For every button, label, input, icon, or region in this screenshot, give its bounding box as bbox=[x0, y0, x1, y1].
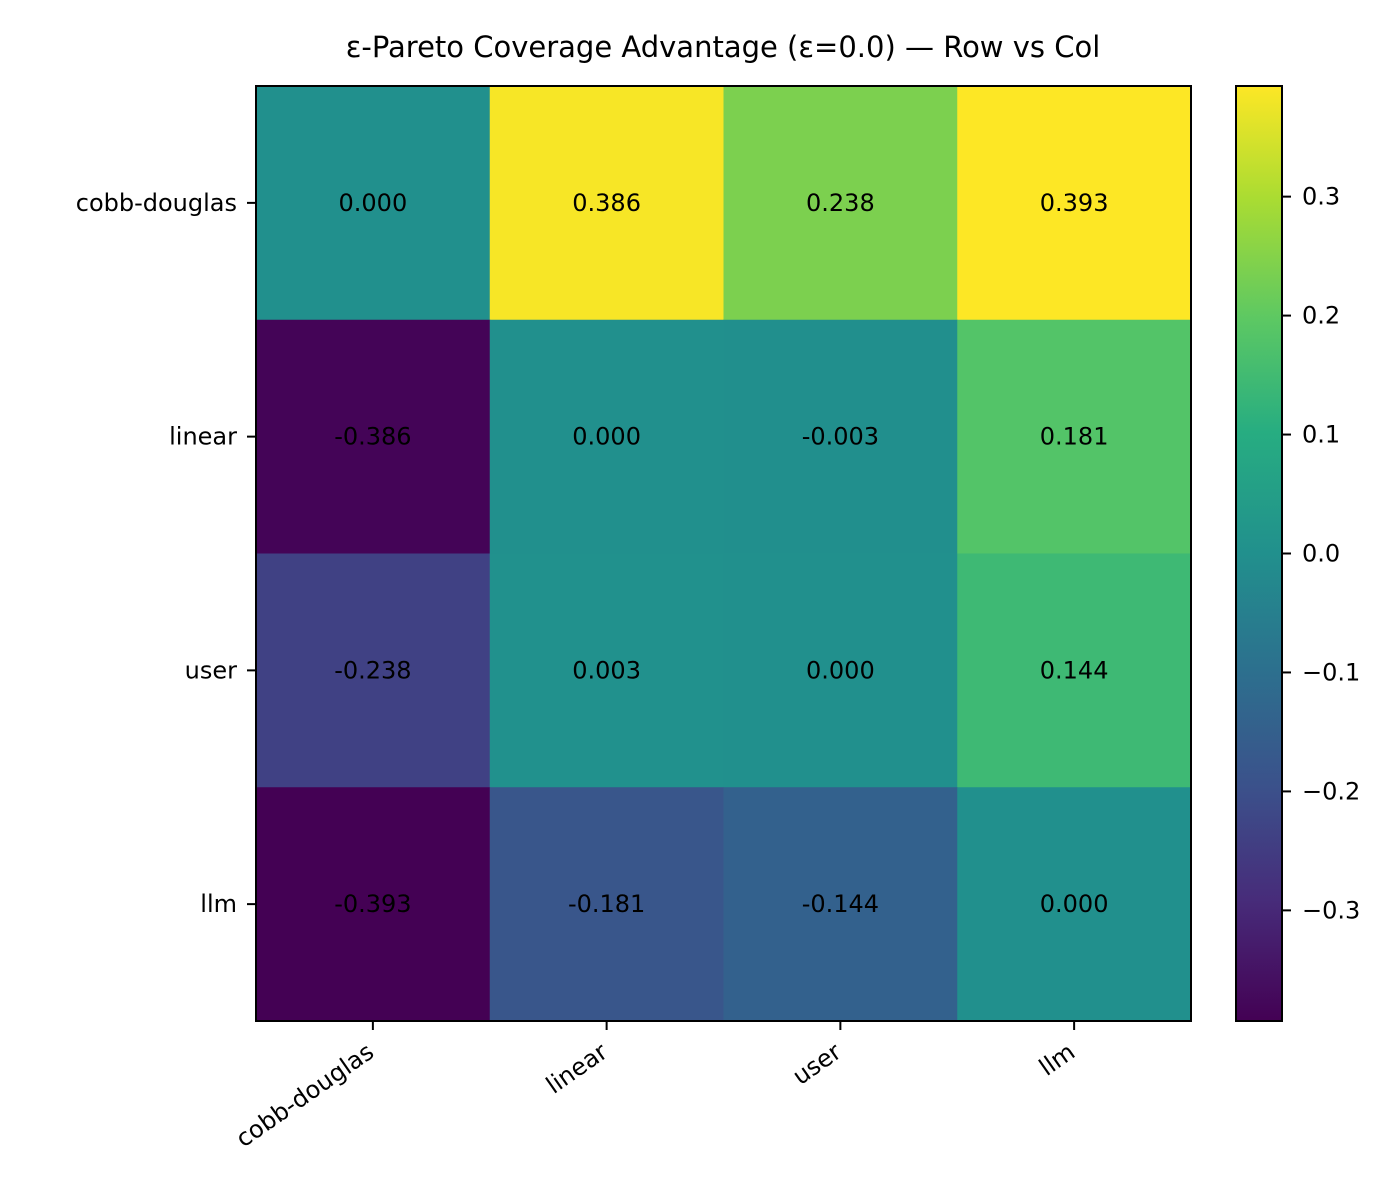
cell-value-label: 0.144 bbox=[1040, 656, 1109, 684]
heatmap-cell bbox=[489, 319, 724, 554]
heatmap-cell bbox=[489, 86, 724, 321]
y-axis: cobb-douglas linear user llm bbox=[76, 189, 256, 918]
cell-value-label: -0.003 bbox=[802, 423, 879, 451]
heatmap-cell bbox=[723, 319, 958, 554]
heatmap-cells bbox=[256, 86, 1192, 1022]
chart-title: ε-Pareto Coverage Advantage (ε=0.0) — Ro… bbox=[346, 30, 1101, 64]
colorbar-tick-label: −0.3 bbox=[1302, 896, 1360, 924]
heatmap-cell bbox=[256, 787, 491, 1022]
colorbar-tick-label: −0.1 bbox=[1302, 658, 1360, 686]
cell-value-label: 0.003 bbox=[572, 656, 641, 684]
colorbar-gradient bbox=[1236, 86, 1282, 1021]
cell-value-label: 0.393 bbox=[1040, 189, 1109, 217]
heatmap-cell bbox=[957, 787, 1192, 1022]
cell-value-label: -0.144 bbox=[802, 890, 879, 918]
colorbar-tick-label: 0.3 bbox=[1302, 183, 1340, 211]
cell-value-label: -0.181 bbox=[568, 890, 645, 918]
colorbar: 0.3 0.2 0.1 0.0 −0.1 −0.2 −0.3 bbox=[1235, 85, 1360, 1022]
y-tick-label: llm bbox=[200, 890, 237, 918]
cell-value-label: -0.386 bbox=[334, 423, 411, 451]
cell-value-label: 0.000 bbox=[339, 189, 408, 217]
cell-value-label: 0.181 bbox=[1040, 423, 1109, 451]
colorbar-ticks: 0.3 0.2 0.1 0.0 −0.1 −0.2 −0.3 bbox=[1282, 183, 1360, 924]
heatmap-cell bbox=[957, 319, 1192, 554]
heatmap-cell bbox=[489, 553, 724, 788]
y-tick-label: user bbox=[185, 656, 237, 684]
cell-value-label: 0.000 bbox=[806, 656, 875, 684]
colorbar-tick-label: 0.2 bbox=[1302, 302, 1340, 330]
cell-value-label: -0.393 bbox=[334, 890, 411, 918]
heatmap-cell bbox=[256, 553, 491, 788]
heatmap-cell bbox=[957, 86, 1192, 321]
heatmap-cell bbox=[489, 787, 724, 1022]
heatmap-cell bbox=[256, 86, 491, 321]
heatmap-cell bbox=[723, 553, 958, 788]
heatmap-cell-labels: 0.000 0.386 0.238 0.393 -0.386 0.000 -0.003 0.1… bbox=[334, 189, 1108, 918]
cell-value-label: -0.238 bbox=[334, 656, 411, 684]
heatmap-cell bbox=[256, 319, 491, 554]
cell-value-label: 0.238 bbox=[806, 189, 875, 217]
cell-value-label: 0.386 bbox=[572, 189, 641, 217]
y-tick-label: cobb-douglas bbox=[76, 189, 237, 217]
y-tick-label: linear bbox=[169, 423, 237, 451]
heatmap-cell bbox=[957, 553, 1192, 788]
heatmap-frame bbox=[255, 85, 1192, 1022]
cell-value-label: 0.000 bbox=[1040, 890, 1109, 918]
colorbar-tick-label: 0.0 bbox=[1302, 540, 1340, 568]
heatmap-cell bbox=[723, 86, 958, 321]
colorbar-tick-label: 0.1 bbox=[1302, 421, 1340, 449]
heatmap-cell bbox=[723, 787, 958, 1022]
cell-value-label: 0.000 bbox=[572, 423, 641, 451]
colorbar-tick-label: −0.2 bbox=[1302, 777, 1360, 805]
